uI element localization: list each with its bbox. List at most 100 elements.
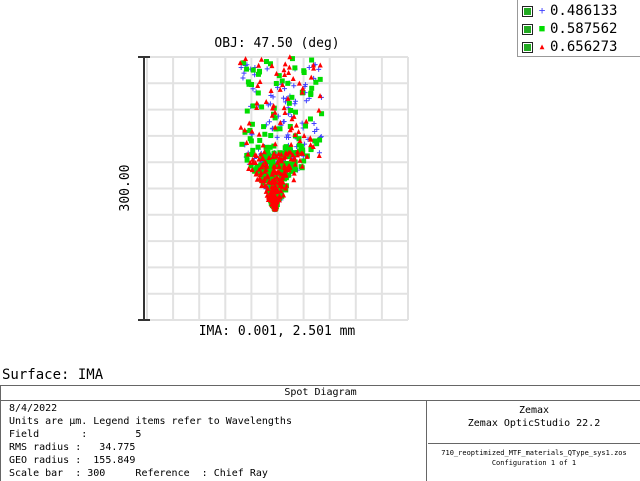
spot-point	[263, 166, 269, 172]
checkbox-icon[interactable]	[522, 41, 533, 53]
spot-point	[266, 178, 272, 184]
spot-point	[296, 136, 302, 142]
spot-point	[273, 81, 279, 87]
spot-point	[311, 65, 317, 71]
spot-point	[277, 126, 283, 132]
spot-point	[289, 56, 295, 62]
legend-item-3[interactable]: ▲ 0.656273	[522, 38, 617, 56]
spot-point	[245, 151, 251, 157]
spot-point	[283, 160, 289, 166]
spot-point	[282, 72, 288, 78]
spot-point	[274, 70, 280, 76]
spots	[237, 54, 325, 213]
legend-item-2[interactable]: ■ 0.587562	[522, 20, 617, 38]
spot-diagram-plot	[138, 54, 409, 321]
spot-point	[291, 155, 297, 161]
spot-point	[291, 113, 297, 119]
spot-point	[286, 172, 292, 178]
spot-point	[268, 87, 274, 93]
spot-point	[238, 64, 244, 70]
spot-point	[291, 170, 297, 176]
spot-point	[301, 68, 307, 74]
spot-point	[272, 115, 278, 121]
spot-point	[241, 70, 247, 76]
spot-point	[263, 144, 269, 150]
spot-point	[299, 89, 305, 95]
spot-point	[259, 182, 265, 188]
spot-point	[314, 126, 320, 132]
spot-point	[263, 171, 269, 177]
spot-point	[250, 147, 256, 153]
spot-point	[290, 152, 296, 158]
spot-point	[249, 121, 255, 127]
spot-point	[280, 95, 286, 101]
spot-point	[287, 54, 293, 60]
image-coordinates: IMA: 0.001, 2.501 mm	[198, 324, 356, 339]
spot-point	[261, 149, 267, 155]
spot-point	[292, 109, 298, 115]
info-left: 8/4/2022 Units are µm. Legend items refer…	[1, 401, 427, 481]
spot-point	[249, 151, 255, 157]
spot-point	[285, 95, 291, 101]
scale-bar-label: 300.00	[118, 164, 133, 212]
spot-point	[278, 181, 284, 187]
spot-point	[264, 172, 270, 178]
spot-point	[248, 163, 254, 169]
checkbox-icon[interactable]	[522, 23, 533, 35]
spot-point	[288, 162, 294, 168]
spot-point	[292, 101, 298, 107]
spot-point	[309, 57, 315, 63]
spot-point	[259, 104, 265, 110]
spot-point	[308, 142, 314, 148]
spot-point	[258, 162, 264, 168]
spot-point	[258, 151, 264, 157]
spot-point	[246, 81, 252, 87]
table-title: Spot Diagram	[1, 386, 640, 401]
spot-point	[292, 161, 298, 167]
date: 8/4/2022	[9, 403, 58, 414]
spot-point	[262, 131, 268, 137]
spot-point	[257, 172, 263, 178]
spot-point	[271, 103, 277, 109]
spot-point	[288, 108, 294, 114]
spot-point	[296, 80, 302, 86]
spot-point	[271, 150, 277, 156]
checkbox-icon[interactable]	[522, 5, 533, 17]
spot-point	[259, 164, 265, 170]
spot-point	[266, 119, 272, 125]
spot-point	[291, 177, 297, 183]
spot-point	[271, 176, 277, 182]
spot-point	[249, 82, 255, 88]
spot-point	[257, 137, 263, 143]
spot-point	[254, 104, 260, 110]
units-note: Units are µm. Legend items refer to Wave…	[9, 416, 292, 427]
spot-point	[309, 85, 315, 91]
spot-point	[269, 63, 275, 69]
spot-point	[279, 178, 285, 184]
spot-point	[279, 78, 285, 84]
info-file: 710_reoptimized_MTF_materials_QType_sys1…	[428, 445, 640, 468]
legend-item-1[interactable]: +0.486133	[522, 2, 617, 20]
spot-point	[244, 66, 250, 72]
spot-point	[243, 56, 249, 62]
spot-point	[278, 161, 284, 167]
spot-point	[253, 153, 259, 159]
spot-point	[278, 151, 284, 157]
spot-point	[286, 134, 292, 140]
spot-point	[317, 137, 323, 143]
spot-point	[264, 66, 270, 72]
spot-point	[287, 146, 293, 152]
spot-point	[269, 171, 275, 177]
spot-point	[276, 193, 282, 199]
spot-point	[258, 178, 264, 184]
spot-point	[267, 144, 273, 150]
spot-point	[252, 168, 258, 174]
spot-point	[281, 105, 287, 111]
spot-point	[246, 120, 252, 126]
spot-point	[263, 59, 269, 65]
spot-point	[265, 186, 271, 192]
spot-point	[270, 158, 276, 164]
info-brand: Zemax Zemax OpticStudio 22.2	[428, 401, 640, 444]
spot-point	[301, 158, 307, 164]
field-value: Field : 5	[9, 429, 142, 440]
